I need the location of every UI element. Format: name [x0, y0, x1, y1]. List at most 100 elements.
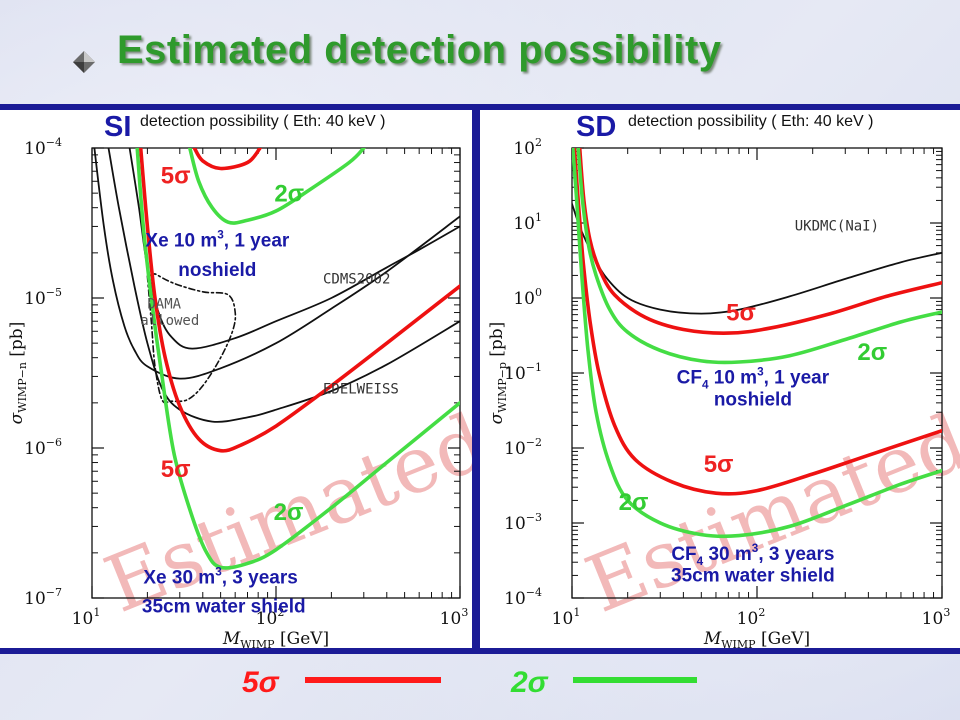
sd-label-0: 5σ: [726, 300, 756, 327]
si-y-tick-label: 10−6: [24, 436, 62, 459]
legend-2sigma-line: [573, 677, 697, 683]
si-label-6-sup: 3: [215, 565, 222, 578]
si-series-line-5: [188, 148, 366, 225]
sd-y-tick-base: 10: [513, 289, 535, 309]
si-series-group: [93, 148, 460, 570]
sd-x-tick-label: 101: [552, 606, 581, 629]
si-series-line-3: [146, 273, 237, 404]
si-series-line-6: [138, 148, 460, 453]
si-y-tick-base: 10: [24, 139, 46, 159]
sd-x-tick-base: 10: [737, 609, 759, 629]
sd-series-line-1: [577, 148, 942, 335]
sd-x-axis-unit: [GeV]: [756, 629, 811, 648]
top-divider: [0, 104, 960, 110]
sd-y-tick-exp: −4: [526, 586, 542, 599]
sd-label-7-text: 35cm water shield: [671, 566, 835, 587]
sd-label-2-sub: 4: [702, 379, 709, 392]
sd-y-tick-label: 101: [513, 211, 542, 234]
si-x-axis-symbol: M: [222, 629, 241, 648]
sd-label-1-text: 2σ: [857, 339, 887, 366]
si-x-axis-unit: [GeV]: [275, 629, 330, 648]
sd-series-line-3: [572, 148, 942, 496]
sd-y-axis-sub: WIMP−p: [496, 362, 509, 413]
sd-y-tick-label: 100: [513, 286, 542, 309]
sd-x-axis-sub: WIMP: [721, 638, 756, 648]
si-x-axis-sub: WIMP: [240, 638, 275, 648]
legend-5sigma-line: [305, 677, 441, 683]
sd-y-tick-label: 10−3: [504, 511, 542, 534]
sd-label-6-rest: 30 m: [703, 544, 752, 565]
sd-chart-panel: Estimated 101 102 103 102 101 100 10−1 10−2 10−3 1…: [480, 110, 960, 648]
sd-y-tick-label: 102: [513, 136, 542, 159]
sd-label-3: noshield: [714, 389, 792, 410]
si-label-1-text: 2σ: [274, 180, 304, 207]
si-x-tick-label: 101: [72, 606, 101, 629]
center-divider: [472, 104, 480, 654]
sd-label-1: 2σ: [857, 339, 887, 366]
sd-y-axis-unit: [pb]: [487, 322, 507, 362]
sd-x-tick-base: 10: [922, 609, 944, 629]
si-label-0-text: 5σ: [161, 162, 191, 189]
sd-x-tick-label: 103: [922, 606, 951, 629]
sd-label-6-sub: 4: [697, 555, 704, 568]
sd-x-tick-exp: 1: [573, 606, 580, 619]
si-x-tick-exp: 1: [93, 606, 100, 619]
sd-annotation-0: UKDMC(NaI): [795, 218, 879, 234]
si-label-5-text: 2σ: [274, 499, 304, 526]
sd-series-line-4: [572, 148, 942, 539]
si-y-axis-label: σWIMP−n [pb]: [7, 322, 29, 425]
sd-y-tick-exp: 2: [535, 136, 542, 149]
si-y-tick-label: 10−4: [24, 136, 62, 159]
sd-y-tick-exp: 1: [535, 211, 542, 224]
si-label-2: Xe 10 m3, 1 year: [145, 229, 289, 252]
si-annotation-3: allowed: [140, 313, 199, 329]
si-x-tick-label: 103: [440, 606, 469, 629]
sd-y-tick-base: 10: [513, 214, 535, 234]
sd-label-2-rest: 10 m: [708, 368, 757, 389]
si-annotation-0: CDMS2002: [323, 271, 390, 287]
sd-label-2: CF4 10 m3, 1 year: [677, 366, 830, 392]
sd-label-6-sup: 3: [752, 542, 759, 555]
si-y-tick-base: 10: [24, 589, 46, 609]
sd-x-axis-symbol: M: [703, 629, 722, 648]
sd-x-tick-exp: 3: [943, 606, 950, 619]
si-label-1: 2σ: [274, 180, 304, 207]
si-y-tick-exp: −5: [46, 286, 62, 299]
sd-series-group: [572, 148, 942, 539]
sd-label-3-text: noshield: [714, 389, 792, 410]
sd-label-2-sup: 3: [757, 366, 764, 379]
sd-y-tick-label: 10−4: [504, 586, 542, 609]
sd-label-2-rest2: , 1 year: [764, 368, 830, 389]
si-label-5: 2σ: [274, 499, 304, 526]
sd-series-line-2: [576, 148, 942, 365]
sd-y-tick-base: 10: [504, 439, 526, 459]
si-label-7-text: 35cm water shield: [142, 597, 306, 618]
sd-label-7: 35cm water shield: [671, 566, 835, 587]
si-label-3: noshield: [178, 260, 256, 281]
si-label-0: 5σ: [161, 162, 191, 189]
si-x-tick-exp: 3: [461, 606, 468, 619]
si-label-7: 35cm water shield: [142, 597, 306, 618]
sd-y-tick-label: 10−1: [504, 361, 542, 384]
si-y-tick-label: 10−7: [24, 586, 62, 609]
si-x-axis-label: MWIMP [GeV]: [222, 629, 329, 648]
si-label-6-rest: , 3 years: [222, 567, 298, 588]
si-x-tick-base: 10: [256, 609, 278, 629]
sd-y-tick-exp: −3: [526, 511, 542, 524]
sd-x-tick-base: 10: [552, 609, 574, 629]
sd-label-6: CF4 30 m3, 3 years: [671, 542, 834, 568]
si-chart-title: detection possibility ( Eth: 40 keV ): [140, 113, 385, 130]
si-y-axis-symbol: σ: [7, 412, 27, 424]
diamond-bullet-icon: [73, 51, 95, 73]
sd-label-4-text: 5σ: [704, 451, 734, 478]
sd-x-axis-label: MWIMP [GeV]: [703, 629, 810, 648]
si-y-tick-label: 10−5: [24, 286, 62, 309]
si-panel-label: SI: [104, 111, 131, 143]
si-x-tick-label: 102: [256, 606, 285, 629]
si-series-line-7: [135, 148, 460, 570]
si-chart-panel: Estimated 101 102 103 10−4 10−5 10−6 10−7 MWIMP …: [0, 110, 472, 648]
sd-label-0-text: 5σ: [726, 300, 756, 327]
si-label-2-rest: , 1 year: [224, 231, 290, 252]
sd-label-5-text: 2σ: [619, 489, 649, 516]
